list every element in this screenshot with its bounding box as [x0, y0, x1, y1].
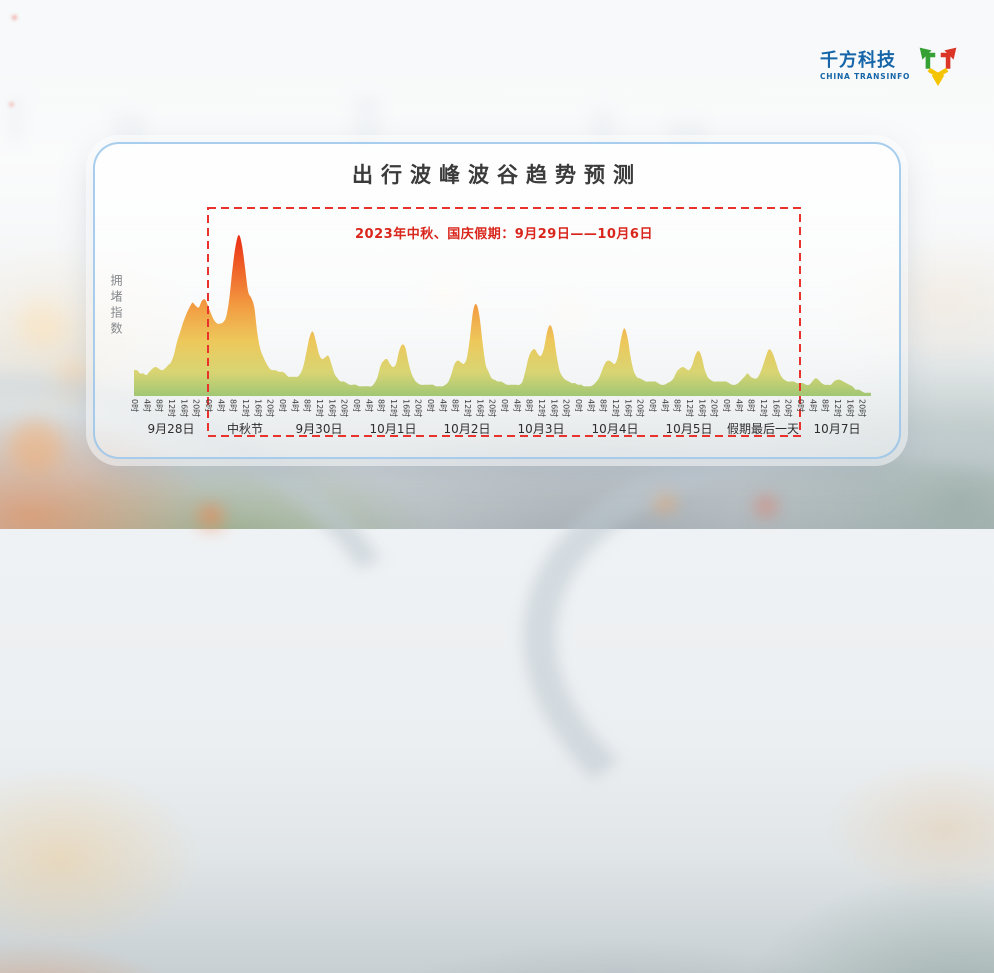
hour-tick-label: 8时 [376, 399, 386, 413]
bokeh-light [200, 505, 222, 527]
hour-tick-label: 8时 [672, 399, 682, 413]
hour-tick-label: 12时 [759, 399, 768, 418]
hour-tick-label: 8时 [820, 399, 830, 413]
hour-tick-label: 8时 [598, 399, 608, 413]
date-label: 10月1日 [369, 422, 417, 436]
hour-tick-label: 12时 [315, 399, 324, 418]
hour-tick-label: 16时 [549, 399, 559, 418]
hour-tick-label: 4时 [734, 399, 744, 413]
cube-arrows-icon [919, 47, 957, 87]
hour-tick-label: 16时 [401, 399, 411, 418]
hour-tick-label: 12时 [537, 399, 546, 418]
holiday-annotation: 2023年中秋、国庆假期：9月29日——10月6日 [355, 227, 653, 242]
hour-tick-label: 0时 [204, 399, 213, 413]
hour-tick-label: 16时 [253, 399, 263, 418]
date-label: 假期最后一天 [726, 422, 800, 436]
hour-tick-label: 12时 [389, 399, 398, 418]
bokeh-light [655, 492, 673, 510]
hour-tick-label: 20时 [709, 399, 719, 418]
hour-tick-label: 12时 [463, 399, 472, 418]
hour-tick-label: 4时 [438, 399, 448, 413]
bokeh-light [18, 300, 64, 346]
hour-tick-label: 12时 [241, 399, 250, 418]
hour-tick-label: 20时 [265, 399, 275, 418]
date-label: 9月28日 [147, 422, 195, 436]
hour-tick-label: 20时 [857, 399, 867, 418]
hour-tick-label: 0时 [796, 399, 805, 413]
hour-tick-label: 12时 [833, 399, 842, 418]
hour-tick-label: 4时 [808, 399, 818, 413]
hour-tick-label: 4时 [586, 399, 596, 413]
hour-tick-label: 20时 [487, 399, 497, 418]
hour-tick-label: 16时 [179, 399, 189, 418]
hour-tick-label: 0时 [574, 399, 583, 413]
congestion-area-series [134, 235, 871, 396]
hour-tick-label: 16时 [845, 399, 855, 418]
hour-tick-label: 0时 [722, 399, 731, 413]
hour-tick-label: 0时 [500, 399, 509, 413]
hour-tick-label: 16时 [623, 399, 633, 418]
hour-tick-label: 12时 [167, 399, 176, 418]
holiday-highlight-box [207, 207, 801, 437]
hour-tick-label: 12时 [611, 399, 620, 418]
hour-tick-label: 4时 [660, 399, 670, 413]
hour-tick-label: 20时 [339, 399, 349, 418]
hour-tick-label: 20时 [561, 399, 571, 418]
forecast-card: 出行波峰波谷趋势预测 拥堵指数 2023年中秋、国庆假期：9月29日——10月6… [93, 142, 901, 459]
hour-tick-label: 4时 [216, 399, 226, 413]
skyline-silhouette [8, 96, 24, 144]
date-label: 10月3日 [517, 422, 565, 436]
hour-tick-label: 20时 [413, 399, 423, 418]
hour-tick-label: 16时 [697, 399, 707, 418]
hour-tick-label: 20时 [635, 399, 645, 418]
hour-tick-label: 4时 [142, 399, 152, 413]
hour-tick-label: 4时 [290, 399, 300, 413]
hour-tick-label: 12时 [685, 399, 694, 418]
date-label: 10月2日 [443, 422, 491, 436]
hour-tick-label: 8时 [302, 399, 312, 413]
date-label: 10月7日 [813, 422, 861, 436]
brand-subtitle: CHINA TRANSINFO [820, 71, 911, 81]
hour-tick-label: 16时 [475, 399, 485, 418]
skyline-silhouette [352, 96, 382, 148]
congestion-area-chart [134, 207, 871, 437]
date-label: 10月4日 [591, 422, 639, 436]
brand-logo: 千方科技 CHINA TRANSINFO [820, 44, 960, 88]
hour-tick-label: 16时 [327, 399, 337, 418]
hour-tick-label: 16时 [771, 399, 781, 418]
hour-tick-label: 8时 [154, 399, 164, 413]
hour-tick-label: 8时 [450, 399, 460, 413]
tower-light [9, 102, 14, 107]
hour-tick-label: 0时 [278, 399, 287, 413]
hour-tick-label: 4时 [512, 399, 522, 413]
date-label: 10月5日 [665, 422, 713, 436]
highway-curve [490, 374, 994, 973]
brand-name: 千方科技 [820, 49, 896, 71]
hour-tick-label: 0时 [648, 399, 657, 413]
chart-title: 出行波峰波谷趋势预测 [352, 163, 642, 187]
bokeh-light [10, 420, 62, 472]
date-label: 中秋节 [226, 422, 264, 436]
hour-tick-label: 4时 [364, 399, 374, 413]
hour-tick-label: 8时 [746, 399, 756, 413]
tower-light [12, 15, 17, 20]
bokeh-light [758, 498, 774, 514]
hour-tick-label: 8时 [228, 399, 238, 413]
hour-tick-label: 0时 [352, 399, 361, 413]
hour-tick-label: 8时 [524, 399, 534, 413]
hour-tick-label: 0时 [426, 399, 435, 413]
y-axis-label: 拥堵指数 [109, 274, 123, 338]
hour-tick-label: 0时 [130, 399, 139, 413]
date-label: 9月30日 [295, 422, 343, 436]
hour-tick-label: 20时 [783, 399, 793, 418]
bokeh-light [55, 360, 91, 396]
hour-tick-label: 20时 [191, 399, 201, 418]
